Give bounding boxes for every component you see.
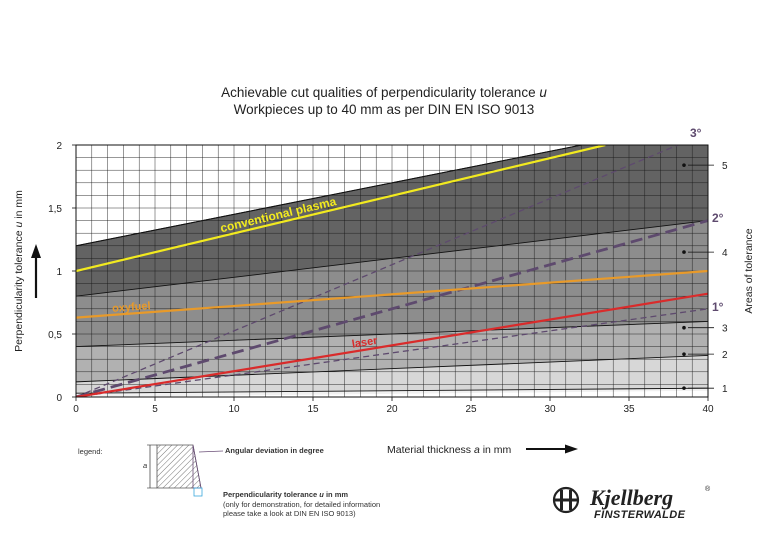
angle-line-3 [76,308,708,397]
brand: Kjellberg ® FINSTERWALDE [552,485,711,521]
y-axis-label: Perpendicularity tolerance u in mm [13,190,25,352]
area-label-1: 1 [722,384,728,395]
area-label-5: 5 [722,161,728,172]
right-axis-label: Areas of tolerance [743,228,755,313]
brand-registered: ® [705,485,711,493]
y-tick-label-1: 1 [56,267,62,278]
series-line-0 [76,145,606,273]
y-tick-label-2: 2 [56,141,62,152]
area-dot-3 [682,325,686,330]
area-markers: 1 2 3 4 5 [682,161,728,395]
x-tick-label-30: 30 [544,404,556,415]
area-dot-1 [682,386,686,390]
area-dot-5 [682,163,686,167]
angle-label-2: 2° [712,211,724,225]
x-axis-arrow-icon [526,444,578,454]
area-dot-2 [682,352,686,356]
x-tick-label-10: 10 [228,404,240,415]
chart-subtitle: Workpieces up to 40 mm as per DIN EN ISO… [234,102,535,117]
brand-subtitle: FINSTERWALDE [594,509,686,521]
x-tick-label-5: 5 [152,404,158,415]
angle-label-3: 1° [712,300,724,314]
angle-line-2 [76,219,708,397]
chart-title: Achievable cut qualities of perpendicula… [221,85,547,100]
legend-title: legend: [78,447,103,456]
axes: 0 5 10 15 20 25 30 35 40 0 0,5 1 1,5 2 [48,141,714,415]
y-tick-label-1,5: 1,5 [48,204,62,215]
series-label-1: oxyfuel [112,300,151,315]
legend-perpendicularity-label: Perpendicularity tolerance u in mm [223,490,348,499]
legend-dimension-label: a [143,461,147,470]
area-label-2: 2 [722,350,728,361]
kjellberg-logo-icon [552,486,580,514]
legend-note-line2: please take a look at DIN EN ISO 9013) [223,509,356,518]
y-tick-label-0: 0 [56,393,62,404]
series-line-1 [76,269,708,319]
y-tick-label-0,5: 0,5 [48,330,62,341]
x-axis-label: Material thickness a in mm [387,444,512,456]
legend-tolerance-marker [193,487,203,497]
x-tick-label-25: 25 [465,404,477,415]
series-lines [76,145,708,397]
area-label-3: 3 [722,324,728,335]
angle-label-1: 3° [690,126,702,140]
x-tick-label-40: 40 [702,404,714,415]
legend-angular-label: Angular deviation in degree [225,446,324,455]
x-tick-label-15: 15 [307,404,319,415]
area-dot-4 [682,250,686,254]
area-label-4: 4 [722,248,728,259]
series-line-2 [76,292,708,397]
x-tick-label-20: 20 [386,404,398,415]
x-tick-label-35: 35 [623,404,635,415]
x-tick-label-0: 0 [73,404,79,415]
legend: legend: a Angular deviation in degree Pe… [78,444,380,518]
brand-name: Kjellberg [589,485,673,510]
legend-note-line1: (only for demonstration, for detailed in… [223,500,380,509]
y-axis-arrow-icon [31,244,41,298]
angle-line-1 [76,145,680,397]
grid [76,145,708,397]
angle-lines [76,145,708,397]
series-label-2: laser [351,335,379,351]
